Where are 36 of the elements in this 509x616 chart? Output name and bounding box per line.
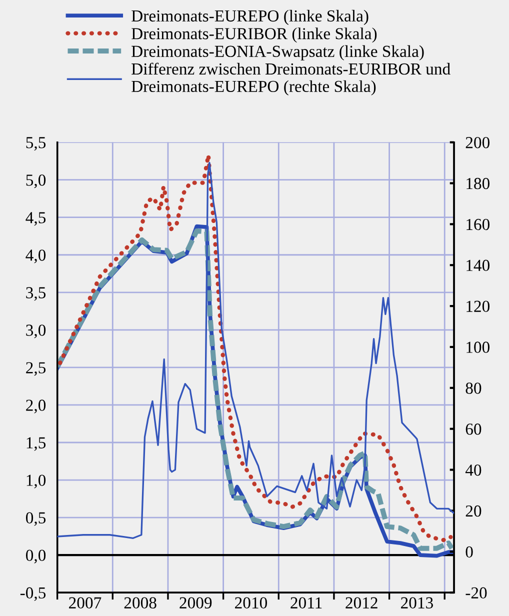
y-tick-label: 1,0 [26,474,46,488]
y2-tick-label: 40 [465,464,482,476]
x-tick-label: 2010 [235,597,267,608]
y2-tick-label: 80 [466,382,482,394]
y2-tick-label: 120 [466,300,490,312]
y2-tick-label: 160 [466,218,490,230]
y2-tick-label: 60 [466,424,482,435]
x-tick-label: 2012 [346,597,378,608]
y-tick-label: 2,0 [26,400,46,414]
legend-label: Dreimonats-EUREPO (linke Skala) [132,10,368,25]
y-tick-label: 1,5 [26,437,46,451]
y-tick-label: 3,5 [26,287,46,301]
y2-tick-label: 180 [466,178,490,190]
y-tick-label: 2,5 [26,362,46,376]
y-tick-label: 5,0 [26,174,46,188]
y2-tick-label: 0 [466,546,473,558]
y-tick-label: 4,0 [26,250,46,264]
legend-label: Differenz zwischen Dreimonats-EURIBOR und Dreimonats-EUREPO (rechte Skala) [132,62,450,96]
x-tick-label: 2013 [401,597,433,608]
x-tick-label: 2011 [290,597,322,608]
x-tick-label: 2008 [124,597,156,608]
legend-label: Dreimonats-EONIA-Swapsatz (linke Skala) [132,45,424,60]
y-tick-label: -0,5 [20,587,46,601]
y-tick-label: 0,0 [26,550,46,564]
y-tick-label: 3,0 [26,324,46,338]
y-tick-label: 0,5 [26,512,46,526]
y2-tick-label: -20 [466,587,487,599]
x-tick-label: 2009 [180,597,212,608]
legend-label: Dreimonats-EURIBOR (linke Skala) [132,28,377,43]
y2-tick-label: 100 [466,342,490,353]
y-tick-label: 5,5 [26,137,46,151]
y2-tick-label: 20 [466,505,482,517]
y-tick-label: 4,5 [26,212,46,226]
y2-tick-label: 140 [466,260,490,272]
y2-tick-label: 200 [466,136,490,148]
x-tick-label: 2007 [69,597,102,608]
